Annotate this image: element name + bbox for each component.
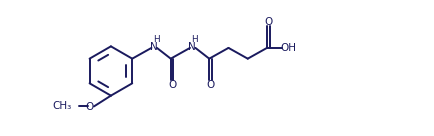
Text: N: N <box>150 42 157 52</box>
Text: H: H <box>152 35 159 44</box>
Text: H: H <box>191 35 197 44</box>
Text: CH₃: CH₃ <box>52 101 72 111</box>
Text: O: O <box>85 102 94 112</box>
Text: O: O <box>168 80 176 90</box>
Text: OH: OH <box>280 43 296 53</box>
Text: N: N <box>188 42 196 52</box>
Text: O: O <box>206 80 214 90</box>
Text: O: O <box>263 17 272 27</box>
